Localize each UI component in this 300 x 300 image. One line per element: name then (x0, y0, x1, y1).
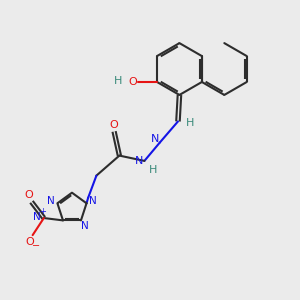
Text: +: + (39, 207, 46, 216)
Text: H: H (149, 165, 158, 175)
Text: N: N (81, 220, 89, 231)
Text: N: N (89, 196, 97, 206)
Text: O: O (24, 190, 33, 200)
Text: O: O (128, 77, 137, 87)
Text: H: H (114, 76, 122, 86)
Text: N: N (34, 212, 41, 222)
Text: N: N (135, 156, 143, 166)
Text: H: H (186, 118, 194, 128)
Text: N: N (47, 196, 55, 206)
Text: N: N (151, 134, 159, 144)
Text: O: O (25, 237, 34, 247)
Text: O: O (110, 120, 118, 130)
Text: −: − (32, 241, 40, 251)
